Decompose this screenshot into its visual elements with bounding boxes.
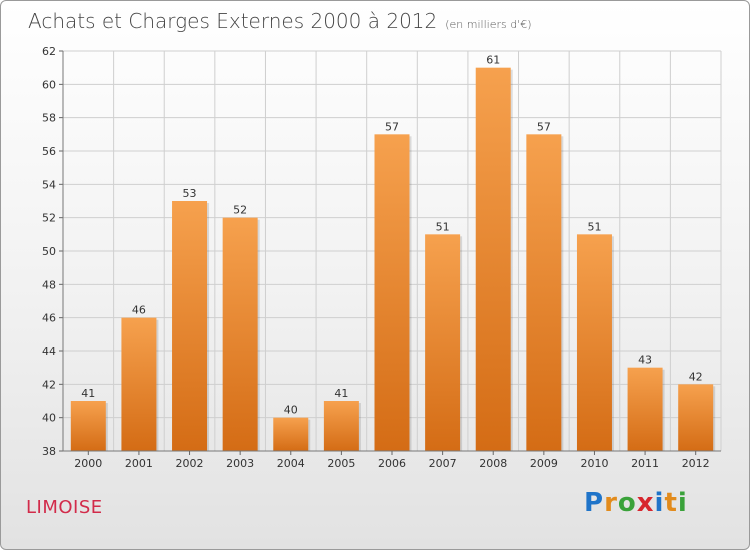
bar-2009 — [526, 134, 562, 452]
chart-title: Achats et Charges Externes 2000 à 2012 (e… — [28, 9, 532, 33]
bar-2010 — [576, 234, 612, 451]
bar-value-label: 40 — [284, 404, 298, 417]
bar-2002 — [172, 201, 208, 451]
bar-value-label: 57 — [537, 120, 551, 133]
bar-2007 — [425, 234, 461, 451]
y-tick-label: 48 — [42, 278, 56, 291]
bar-2003 — [222, 217, 258, 451]
bar-value-label: 51 — [587, 220, 601, 233]
y-tick-label: 54 — [42, 178, 56, 191]
x-tick-label: 2003 — [226, 457, 254, 470]
label-layer: 41 46 53 52 40 41 57 51 61 57 51 43 42 — [81, 54, 702, 417]
y-tick-label: 38 — [42, 445, 56, 458]
axis-layer: 38 40 42 44 46 48 50 52 54 56 58 60 62 2000 2001 2002 20… — [42, 45, 721, 470]
x-tick-label: 2012 — [682, 457, 710, 470]
y-tick-label: 46 — [42, 312, 56, 325]
bar-2005 — [323, 401, 359, 451]
x-tick-label: 2010 — [580, 457, 608, 470]
town-name: LIMOISE — [26, 497, 103, 518]
bar-layer — [70, 67, 716, 452]
bar-value-label: 43 — [638, 354, 652, 367]
bar-2012 — [678, 384, 714, 451]
logo-letter: r — [604, 488, 618, 518]
x-tick-label: 2008 — [479, 457, 507, 470]
logo-letter: i — [654, 488, 665, 518]
bar-value-label: 41 — [81, 387, 95, 400]
bar-value-label: 41 — [334, 387, 348, 400]
bar-value-label: 46 — [132, 304, 146, 317]
y-tick-label: 56 — [42, 145, 56, 158]
y-tick-label: 50 — [42, 245, 56, 258]
logo-letter: i — [677, 488, 688, 518]
y-tick-label: 44 — [42, 345, 56, 358]
x-tick-label: 2002 — [176, 457, 204, 470]
x-tick-label: 2011 — [631, 457, 659, 470]
bar-2004 — [273, 417, 309, 451]
logo-letter: P — [584, 488, 605, 518]
y-tick-label: 60 — [42, 78, 56, 91]
x-tick-label: 2000 — [74, 457, 102, 470]
chart-title-text: Achats et Charges Externes 2000 à 2012 — [28, 9, 438, 33]
y-tick-label: 52 — [42, 212, 56, 225]
x-tick-label: 2006 — [378, 457, 406, 470]
chart-subtitle: (en milliers d'€) — [445, 18, 532, 31]
y-tick-label: 62 — [42, 45, 56, 58]
y-tick-label: 58 — [42, 112, 56, 125]
y-tick-label: 42 — [42, 378, 56, 391]
logo-letter: o — [617, 488, 637, 518]
bar-2006 — [374, 134, 410, 452]
bar-2000 — [70, 401, 106, 451]
x-tick-label: 2009 — [530, 457, 558, 470]
x-tick-label: 2007 — [429, 457, 457, 470]
bar-2008 — [475, 67, 511, 452]
bar-value-label: 52 — [233, 204, 247, 217]
bar-2011 — [627, 367, 663, 451]
bar-value-label: 42 — [689, 370, 703, 383]
bar-value-label: 51 — [436, 220, 450, 233]
x-tick-label: 2004 — [277, 457, 305, 470]
x-tick-label: 2005 — [327, 457, 355, 470]
bar-value-label: 57 — [385, 120, 399, 133]
logo-letter: t — [664, 488, 678, 518]
proxiti-logo: Proxiti — [584, 488, 688, 518]
bar-value-label: 53 — [183, 187, 197, 200]
x-tick-label: 2001 — [125, 457, 153, 470]
y-tick-label: 40 — [42, 412, 56, 425]
logo-letter: x — [636, 488, 655, 518]
bar-2001 — [121, 317, 157, 451]
bar-value-label: 61 — [486, 54, 500, 67]
